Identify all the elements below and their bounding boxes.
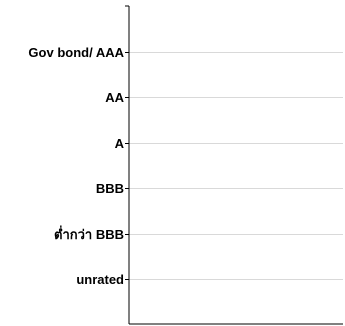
category-label: AA <box>105 90 124 105</box>
category-label: unrated <box>76 272 124 287</box>
category-ticks <box>125 5 129 280</box>
category-label: BBB <box>96 181 124 196</box>
category-label: A <box>115 136 125 151</box>
axes <box>128 6 343 325</box>
category-label: ต่ำกว่า BBB <box>54 225 124 242</box>
category-label: Gov bond/ AAA <box>28 45 124 60</box>
gridlines <box>129 52 343 280</box>
